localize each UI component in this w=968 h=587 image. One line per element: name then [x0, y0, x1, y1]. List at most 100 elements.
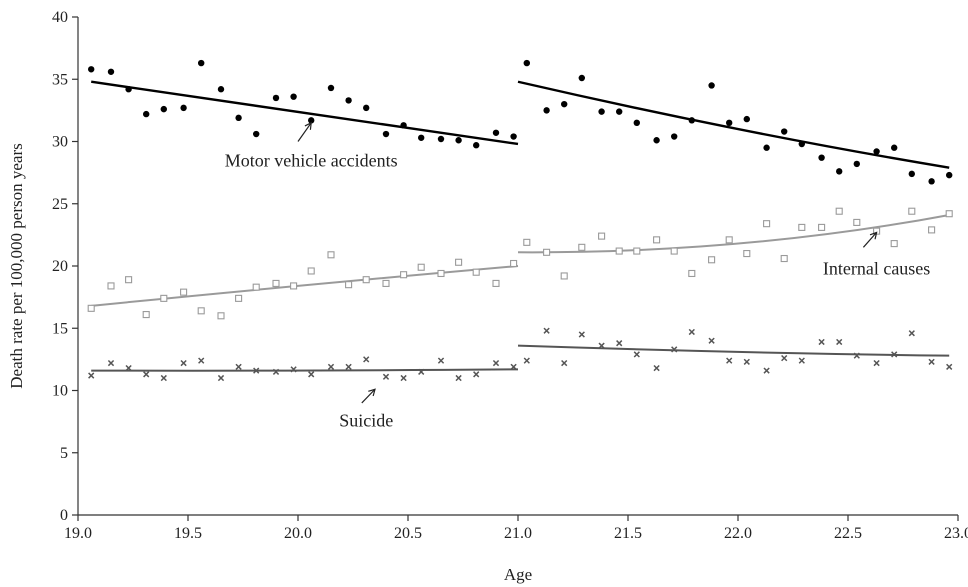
- internal-causes-point: [543, 248, 551, 256]
- suicide-point: [928, 358, 935, 365]
- suicide-point: [272, 368, 280, 375]
- motor-vehicle-accidents-point: [455, 137, 462, 144]
- motor-vehicle-accidents-point: [510, 133, 517, 140]
- internal-causes-point: [890, 240, 898, 248]
- suicide-point: [107, 359, 115, 367]
- suicide-point: [418, 368, 425, 375]
- motor-vehicle-accidents-point: [873, 148, 880, 155]
- internal-causes-point: [578, 243, 586, 251]
- internal-causes-point: [598, 232, 606, 240]
- y-tick-label: 25: [52, 196, 68, 213]
- motor-vehicle-accidents-point: [671, 133, 678, 140]
- suicide-point: [492, 359, 500, 367]
- motor-vehicle-accidents-point: [763, 144, 770, 151]
- motor-vehicle-accidents-arrow-shaft: [297, 122, 312, 142]
- suicide-point: [523, 357, 530, 364]
- internal-causes-point: [510, 259, 518, 268]
- motor-vehicle-accidents-point: [235, 114, 242, 122]
- y-tick-label: 35: [52, 71, 68, 88]
- internal-causes-point: [272, 279, 280, 287]
- motor-vehicle-accidents-point: [418, 134, 425, 141]
- motor-vehicle-accidents-point: [543, 107, 550, 114]
- motor-vehicle-accidents-point: [363, 104, 370, 112]
- x-tick-label: 19.5: [174, 525, 202, 542]
- internal-causes-point: [307, 267, 315, 275]
- suicide-point: [217, 374, 225, 382]
- y-tick-label: 10: [52, 383, 68, 400]
- motor-vehicle-accidents-point: [345, 97, 352, 104]
- motor-vehicle-accidents-point: [908, 170, 915, 178]
- motor-vehicle-accidents-point: [688, 117, 695, 124]
- motor-vehicle-accidents-point: [160, 105, 167, 113]
- suicide-point: [363, 356, 370, 363]
- suicide-fit-line-left: [91, 368, 519, 372]
- motor-vehicle-accidents-point: [523, 59, 530, 67]
- suicide-point: [836, 338, 843, 346]
- suicide-point: [253, 367, 260, 374]
- suicide-point: [946, 363, 953, 370]
- suicide-point: [235, 363, 242, 370]
- motor-vehicle-accidents-point: [853, 160, 860, 168]
- internal-causes-point: [633, 247, 641, 255]
- motor-vehicle-accidents-point: [836, 168, 843, 175]
- x-tick-label: 22.5: [834, 525, 862, 542]
- x-tick-label: 20.0: [284, 525, 312, 542]
- internal-causes-point: [382, 279, 390, 287]
- suicide-point: [290, 366, 297, 373]
- internal-causes-point: [235, 294, 243, 302]
- internal-causes-point: [743, 250, 751, 258]
- motor-vehicle-accidents-point: [198, 59, 205, 67]
- x-tick-label: 19.0: [64, 525, 92, 542]
- suicide-label: Suicide: [339, 411, 393, 431]
- internal-causes-point: [362, 276, 370, 284]
- axes: 0 5 10 15 20 25 30 35 40 19.0 19.5 20.0 20.5 21.0 21.5…: [52, 9, 968, 542]
- suicide-point: [455, 374, 462, 382]
- suicide-point: [578, 331, 585, 338]
- internal-causes-point: [908, 207, 916, 215]
- suicide-point: [873, 359, 880, 367]
- suicide-point: [671, 346, 678, 353]
- internal-causes-point: [327, 251, 335, 259]
- internal-causes-fit-line-right: [517, 213, 950, 254]
- internal-causes-fit-line-left: [91, 265, 519, 307]
- motor-vehicle-accidents-point: [781, 128, 788, 135]
- internal-causes-point: [125, 276, 133, 284]
- internal-causes-point: [472, 268, 480, 276]
- motor-vehicle-accidents-fit-line-right: [517, 80, 950, 169]
- motor-vehicle-accidents-point: [107, 68, 115, 75]
- annotations: Motor vehicle accidents Internal causes Su…: [225, 121, 930, 431]
- suicide-point: [891, 351, 898, 358]
- suicide-point: [743, 358, 750, 365]
- motor-vehicle-accidents-point: [180, 104, 187, 112]
- suicide-point: [818, 338, 825, 346]
- internal-causes-point: [437, 269, 445, 278]
- motor-vehicle-accidents-point: [217, 86, 225, 93]
- data-points: [87, 59, 953, 382]
- motor-vehicle-accidents-point: [798, 140, 805, 148]
- internal-causes-point: [290, 282, 298, 290]
- motor-vehicle-accidents-point: [253, 130, 260, 138]
- suicide-point: [598, 342, 605, 349]
- suicide-arrow-shaft: [361, 388, 376, 404]
- internal-causes-point: [107, 282, 115, 290]
- suicide-point: [382, 373, 390, 380]
- motor-vehicle-accidents-point: [708, 82, 715, 89]
- internal-causes-point: [798, 223, 806, 231]
- internal-causes-point: [763, 220, 771, 228]
- suicide-point: [561, 359, 568, 367]
- internal-causes-point: [708, 256, 716, 264]
- internal-causes-point: [835, 207, 843, 215]
- internal-causes-point: [560, 272, 568, 280]
- internal-causes-point: [197, 307, 205, 315]
- internal-causes-point: [945, 210, 953, 218]
- suicide-point: [198, 357, 205, 364]
- motor-vehicle-accidents-point: [437, 135, 445, 143]
- suicide-point: [180, 359, 187, 367]
- suicide-point: [908, 330, 915, 337]
- internal-causes-point: [180, 288, 188, 296]
- suicide-point: [616, 340, 623, 347]
- internal-causes-point: [455, 258, 463, 266]
- internal-causes-point: [615, 247, 623, 255]
- motor-vehicle-accidents-point: [928, 178, 935, 185]
